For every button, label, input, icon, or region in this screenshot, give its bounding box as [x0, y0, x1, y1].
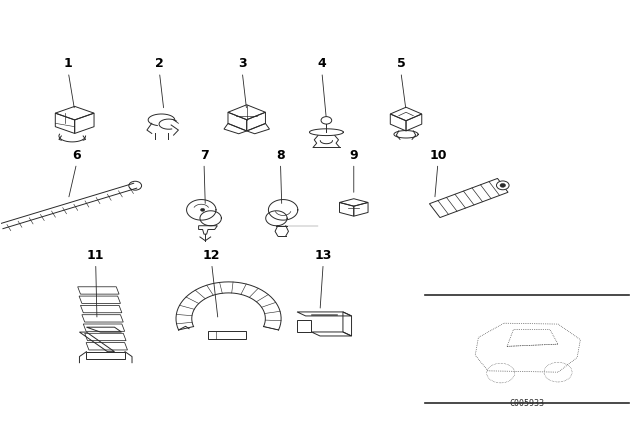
Text: 8: 8	[276, 149, 285, 162]
Circle shape	[200, 208, 205, 211]
Text: 11: 11	[87, 249, 104, 262]
Text: 10: 10	[429, 149, 447, 162]
Circle shape	[500, 183, 506, 187]
Text: 4: 4	[317, 57, 326, 70]
Text: 6: 6	[72, 149, 81, 162]
Text: C005933: C005933	[509, 399, 545, 408]
Text: 9: 9	[349, 149, 358, 162]
Text: 1: 1	[64, 57, 73, 70]
Text: 12: 12	[203, 249, 220, 262]
Text: 2: 2	[155, 57, 164, 70]
Text: 13: 13	[314, 249, 332, 262]
Text: 7: 7	[200, 149, 209, 162]
Text: 3: 3	[238, 57, 246, 70]
Text: 5: 5	[397, 57, 405, 70]
Circle shape	[497, 181, 509, 190]
